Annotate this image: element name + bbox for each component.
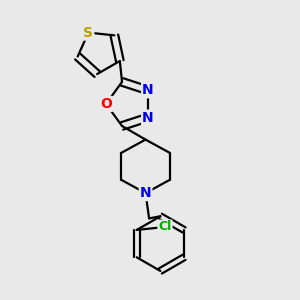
Text: O: O xyxy=(100,97,112,111)
Text: S: S xyxy=(83,26,93,40)
Text: N: N xyxy=(142,83,154,97)
Text: Cl: Cl xyxy=(158,220,172,233)
Text: N: N xyxy=(142,111,154,124)
Text: N: N xyxy=(140,186,152,200)
